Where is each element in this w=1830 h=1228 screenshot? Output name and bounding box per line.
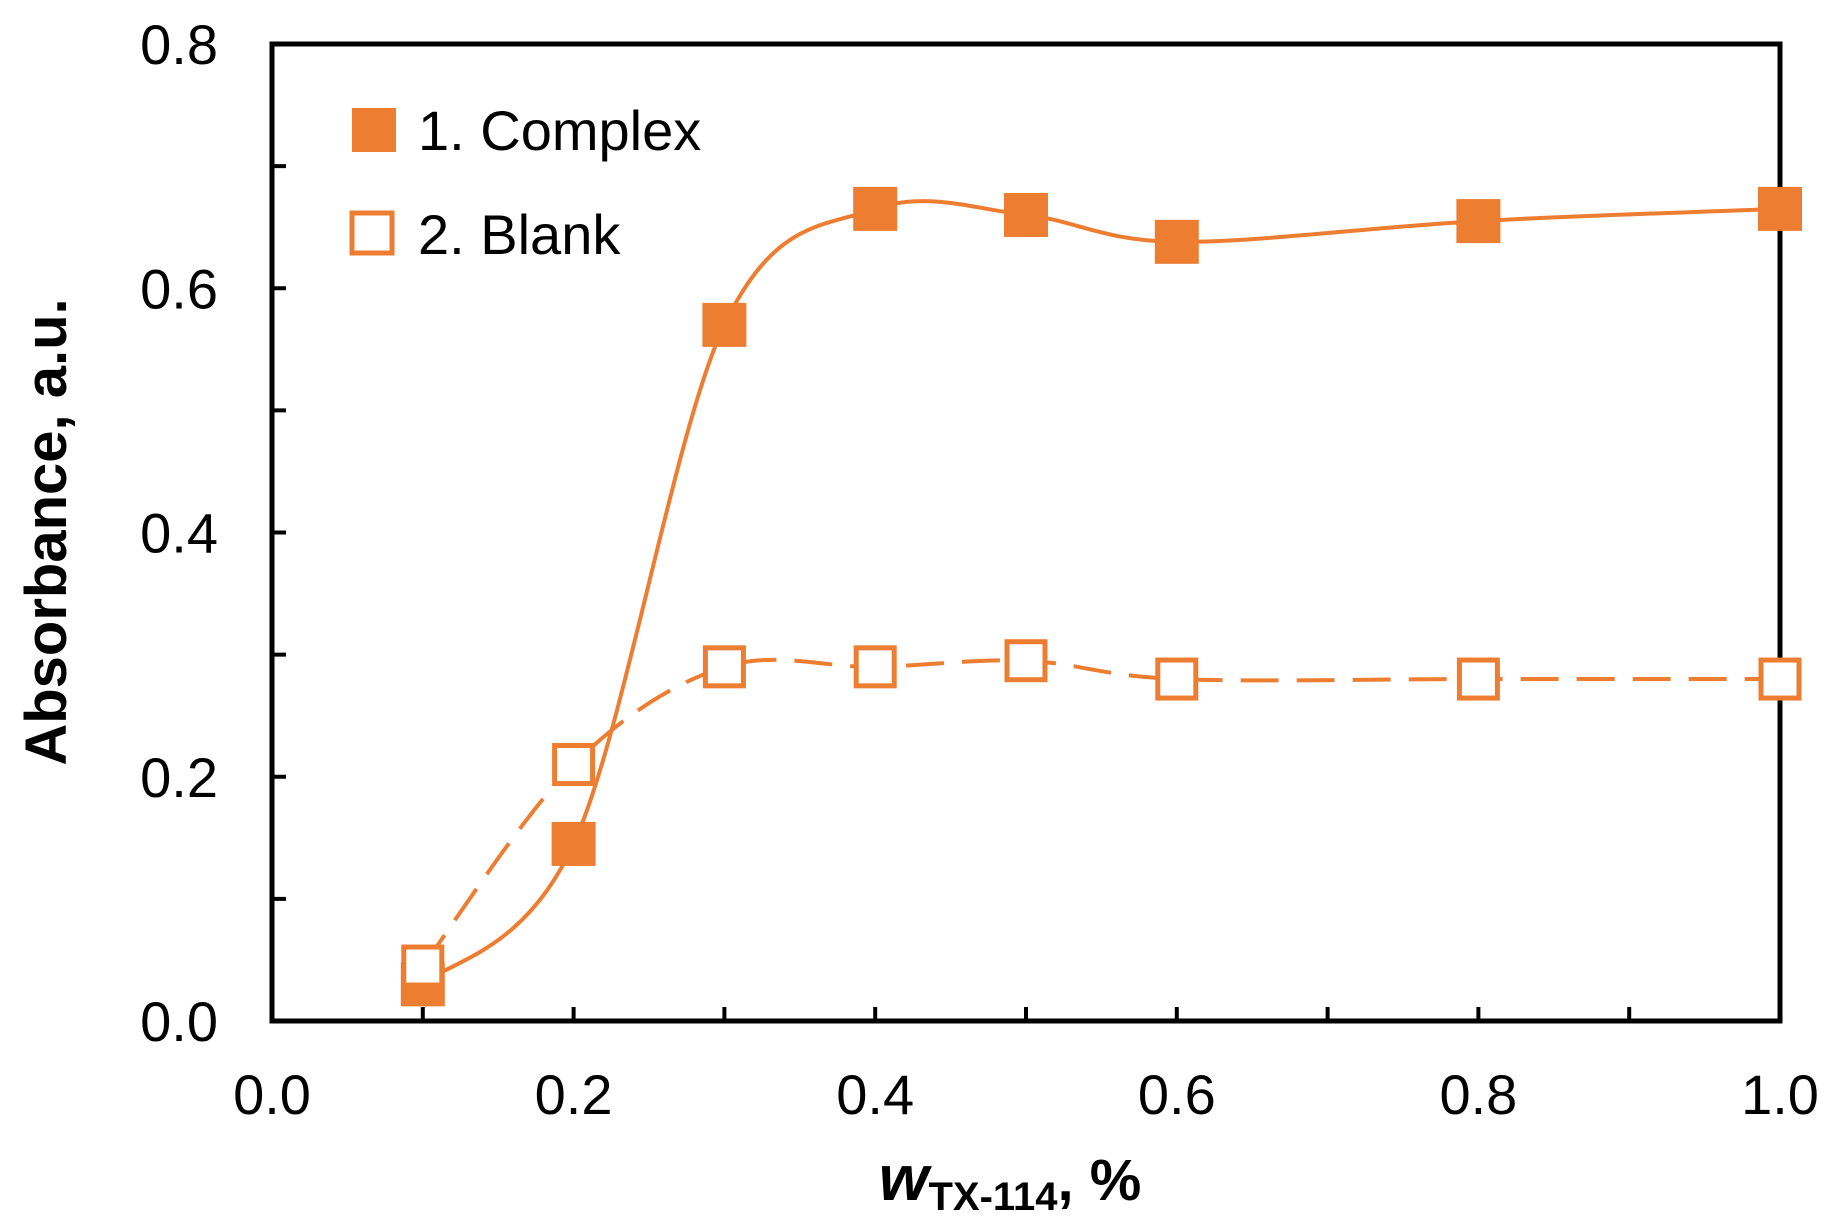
x-tick-labels: 0.0 0.2 0.4 0.6 0.8 1.0 [233,1063,1819,1126]
y-axis-title: Absorbance, a.u. [14,298,79,765]
data-point-complex [1758,186,1802,231]
legend-label-blank: 2. Blank [418,203,621,266]
series-markers [400,186,1802,1007]
legend-label-complex: 1. Complex [418,99,701,162]
y-tick-label: 0.6 [140,257,218,320]
x-tick-label: 0.8 [1439,1063,1517,1126]
x-tick-label: 0.0 [233,1063,311,1126]
legend: 1. Complex 2. Blank [349,99,701,266]
data-point-blank [401,944,445,988]
y-tick-label: 0.4 [140,502,218,565]
data-point-blank [1758,657,1802,701]
data-point-complex [1456,199,1501,244]
legend-marker-blank [349,210,395,256]
x-tick-label: 1.0 [1741,1063,1819,1126]
plot-area-frame [269,41,1783,1024]
data-point-blank [702,645,746,689]
x-tick-label: 0.4 [836,1063,914,1126]
data-point-blank [1155,657,1199,701]
data-point-complex [551,821,596,866]
data-point-blank [1004,639,1048,683]
y-tick-labels: 0.0 0.2 0.4 0.6 0.8 [140,13,218,1053]
x-axis-title-main: w [879,1142,933,1214]
x-axis-title-suffix: , % [1057,1148,1141,1213]
x-axis-title: wTX-114, % [879,1142,1142,1219]
x-tick-label: 0.2 [535,1063,613,1126]
legend-marker-complex [352,108,396,152]
x-tick-label: 0.6 [1138,1063,1216,1126]
data-point-blank [1456,657,1500,701]
data-point-blank [552,743,596,787]
x-axis-title-subscript: TX-114 [929,1175,1059,1219]
series-lines [421,199,1781,986]
series-line-blank [421,657,1780,968]
data-point-complex [1004,192,1048,237]
y-tick-label: 0.8 [140,13,218,76]
data-point-complex [1154,219,1199,264]
series-line-complex [421,199,1781,986]
y-tick-label: 0.0 [140,990,218,1053]
data-point-complex [702,302,747,347]
y-tick-label: 0.2 [140,746,218,809]
data-point-complex [853,186,898,231]
data-point-blank [853,645,897,689]
minor-ticks [270,42,1782,1023]
